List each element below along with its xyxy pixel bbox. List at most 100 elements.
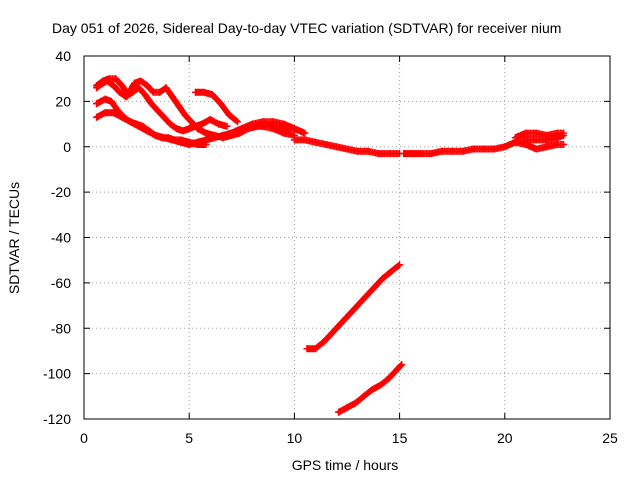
series-track-6 (227, 118, 309, 137)
data-point (286, 129, 294, 137)
data-point (522, 129, 530, 137)
data-point (354, 302, 362, 310)
chart-title: Day 051 of 2026, Sidereal Day-to-day VTE… (52, 20, 561, 36)
data-point (206, 116, 214, 124)
y-tick-label: 40 (55, 48, 71, 64)
data-point (227, 129, 235, 137)
data-point (210, 131, 218, 139)
data-point (328, 329, 336, 337)
data-point (124, 91, 132, 99)
data-point (168, 93, 176, 101)
data-point (560, 140, 568, 148)
data-point (147, 100, 155, 108)
data-point (170, 136, 178, 144)
y-tick-label: -20 (51, 184, 71, 200)
data-point (393, 365, 401, 373)
data-point (234, 118, 242, 126)
data-point (490, 145, 498, 153)
data-point (303, 345, 311, 353)
data-point (109, 109, 117, 117)
data-point (215, 120, 223, 128)
data-point (93, 113, 101, 121)
data-point (269, 118, 277, 126)
x-tick-label: 0 (80, 430, 88, 446)
data-point (99, 77, 107, 85)
data-point (290, 125, 298, 133)
data-point (223, 122, 231, 130)
data-point (385, 150, 393, 158)
series-track-9 (511, 129, 568, 142)
data-point (185, 125, 193, 133)
x-tick-label: 25 (602, 430, 618, 446)
y-tick-label: -120 (43, 411, 71, 427)
data-point (248, 120, 256, 128)
data-point (217, 100, 225, 108)
data-point (459, 147, 467, 155)
data-point (332, 143, 340, 151)
data-point (553, 140, 561, 148)
data-point (501, 143, 509, 151)
data-point (120, 113, 128, 121)
data-point (311, 345, 319, 353)
data-point (109, 81, 117, 89)
x-tick-label: 5 (185, 430, 193, 446)
data-point (522, 140, 530, 148)
data-point (290, 136, 298, 144)
data-point (149, 88, 157, 96)
data-point (511, 138, 519, 146)
data-point (194, 125, 202, 133)
data-point (532, 129, 540, 137)
data-point (417, 150, 425, 158)
y-axis-ticks: -120 -100 -80 -60 -40 -20 0 20 40 (43, 48, 610, 427)
data-point (377, 381, 385, 389)
data-point (202, 129, 210, 137)
x-tick-label: 15 (392, 430, 408, 446)
y-tick-label: 0 (63, 139, 71, 155)
data-point (145, 127, 153, 135)
data-point (158, 134, 166, 142)
data-point (225, 111, 233, 119)
data-point (154, 106, 162, 114)
data-point (198, 120, 206, 128)
data-point (105, 75, 113, 83)
series-track-10 (511, 138, 568, 153)
data-point (343, 404, 351, 412)
data-point (351, 399, 359, 407)
y-tick-label: 20 (55, 93, 71, 109)
data-point (379, 274, 387, 282)
series-track-12 (335, 361, 406, 416)
data-point (160, 113, 168, 121)
series-track-8 (400, 131, 568, 158)
data-point (143, 81, 151, 89)
data-point (301, 129, 309, 137)
data-point (116, 88, 124, 96)
data-point (177, 136, 185, 144)
data-point (360, 392, 368, 400)
data-point (343, 145, 351, 153)
data-point (192, 88, 200, 96)
data-point (532, 136, 540, 144)
data-point (301, 136, 309, 144)
data-point (259, 118, 267, 126)
data-point (480, 145, 488, 153)
data-point (133, 120, 141, 128)
data-point (238, 125, 246, 133)
data-point (364, 147, 372, 155)
data-point (396, 261, 404, 269)
x-tick-label: 10 (287, 430, 303, 446)
data-point (375, 150, 383, 158)
data-point (532, 145, 540, 153)
data-point (135, 84, 143, 92)
x-axis-ticks: 0 5 10 15 20 25 (80, 56, 618, 446)
data-point (137, 77, 145, 85)
data-point (185, 138, 193, 146)
data-point (200, 88, 208, 96)
x-tick-label: 20 (497, 430, 513, 446)
data-point (118, 81, 126, 89)
data-point (368, 386, 376, 394)
data-point (280, 120, 288, 128)
data-point (469, 145, 477, 153)
data-point (320, 338, 328, 346)
data-point (400, 150, 408, 158)
data-point (187, 118, 195, 126)
